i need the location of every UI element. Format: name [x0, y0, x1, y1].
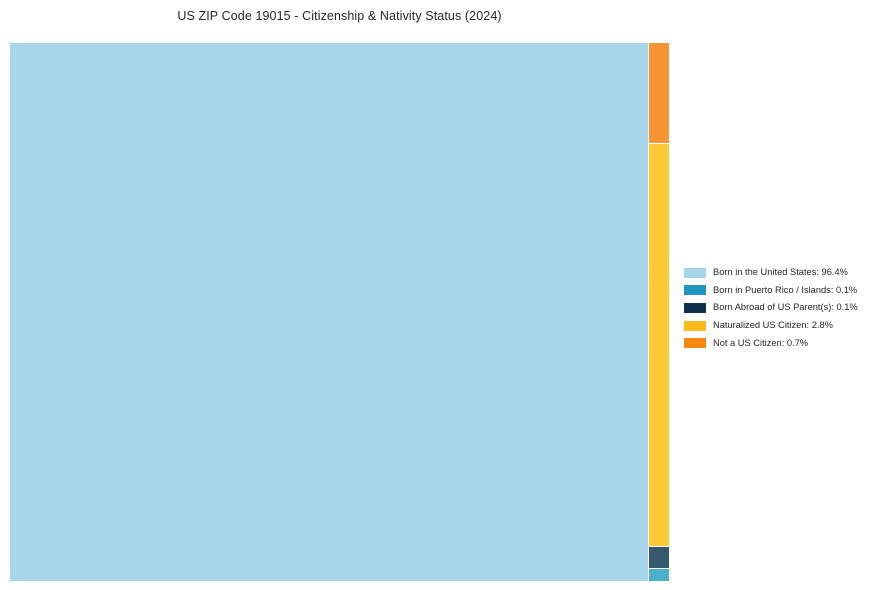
treemap-tile[interactable]: [648, 143, 669, 546]
legend-item[interactable]: Born in the United States: 96.4%: [684, 264, 884, 282]
treemap-tile[interactable]: [648, 568, 669, 581]
legend-item[interactable]: Naturalized US Citizen: 2.8%: [684, 317, 884, 335]
treemap-tile[interactable]: [10, 43, 648, 581]
legend-item[interactable]: Born Abroad of US Parent(s): 0.1%: [684, 299, 884, 317]
legend-item-label: Born Abroad of US Parent(s): 0.1%: [713, 302, 858, 313]
legend-color-swatch: [684, 267, 706, 278]
treemap-tile[interactable]: [648, 43, 669, 143]
legend-color-swatch: [684, 338, 706, 349]
legend-item-label: Naturalized US Citizen: 2.8%: [713, 319, 833, 330]
page-title: US ZIP Code 19015 - Citizenship & Nativi…: [177, 9, 502, 23]
chart-legend: Born in the United States: 96.4% Born in …: [684, 264, 884, 352]
legend-item-label: Born in Puerto Rico / Islands: 0.1%: [713, 284, 858, 295]
legend-color-swatch: [684, 320, 706, 331]
treemap-tile[interactable]: [648, 547, 669, 568]
treemap-plot-area: [10, 43, 669, 581]
legend-color-swatch: [684, 285, 706, 296]
legend-item[interactable]: Born in Puerto Rico / Islands: 0.1%: [684, 282, 884, 300]
legend-item-label: Not a US Citizen: 0.7%: [713, 337, 809, 348]
legend-color-swatch: [684, 302, 706, 313]
legend-item[interactable]: Not a US Citizen: 0.7%: [684, 334, 884, 352]
legend-item-label: Born in the United States: 96.4%: [713, 267, 848, 278]
